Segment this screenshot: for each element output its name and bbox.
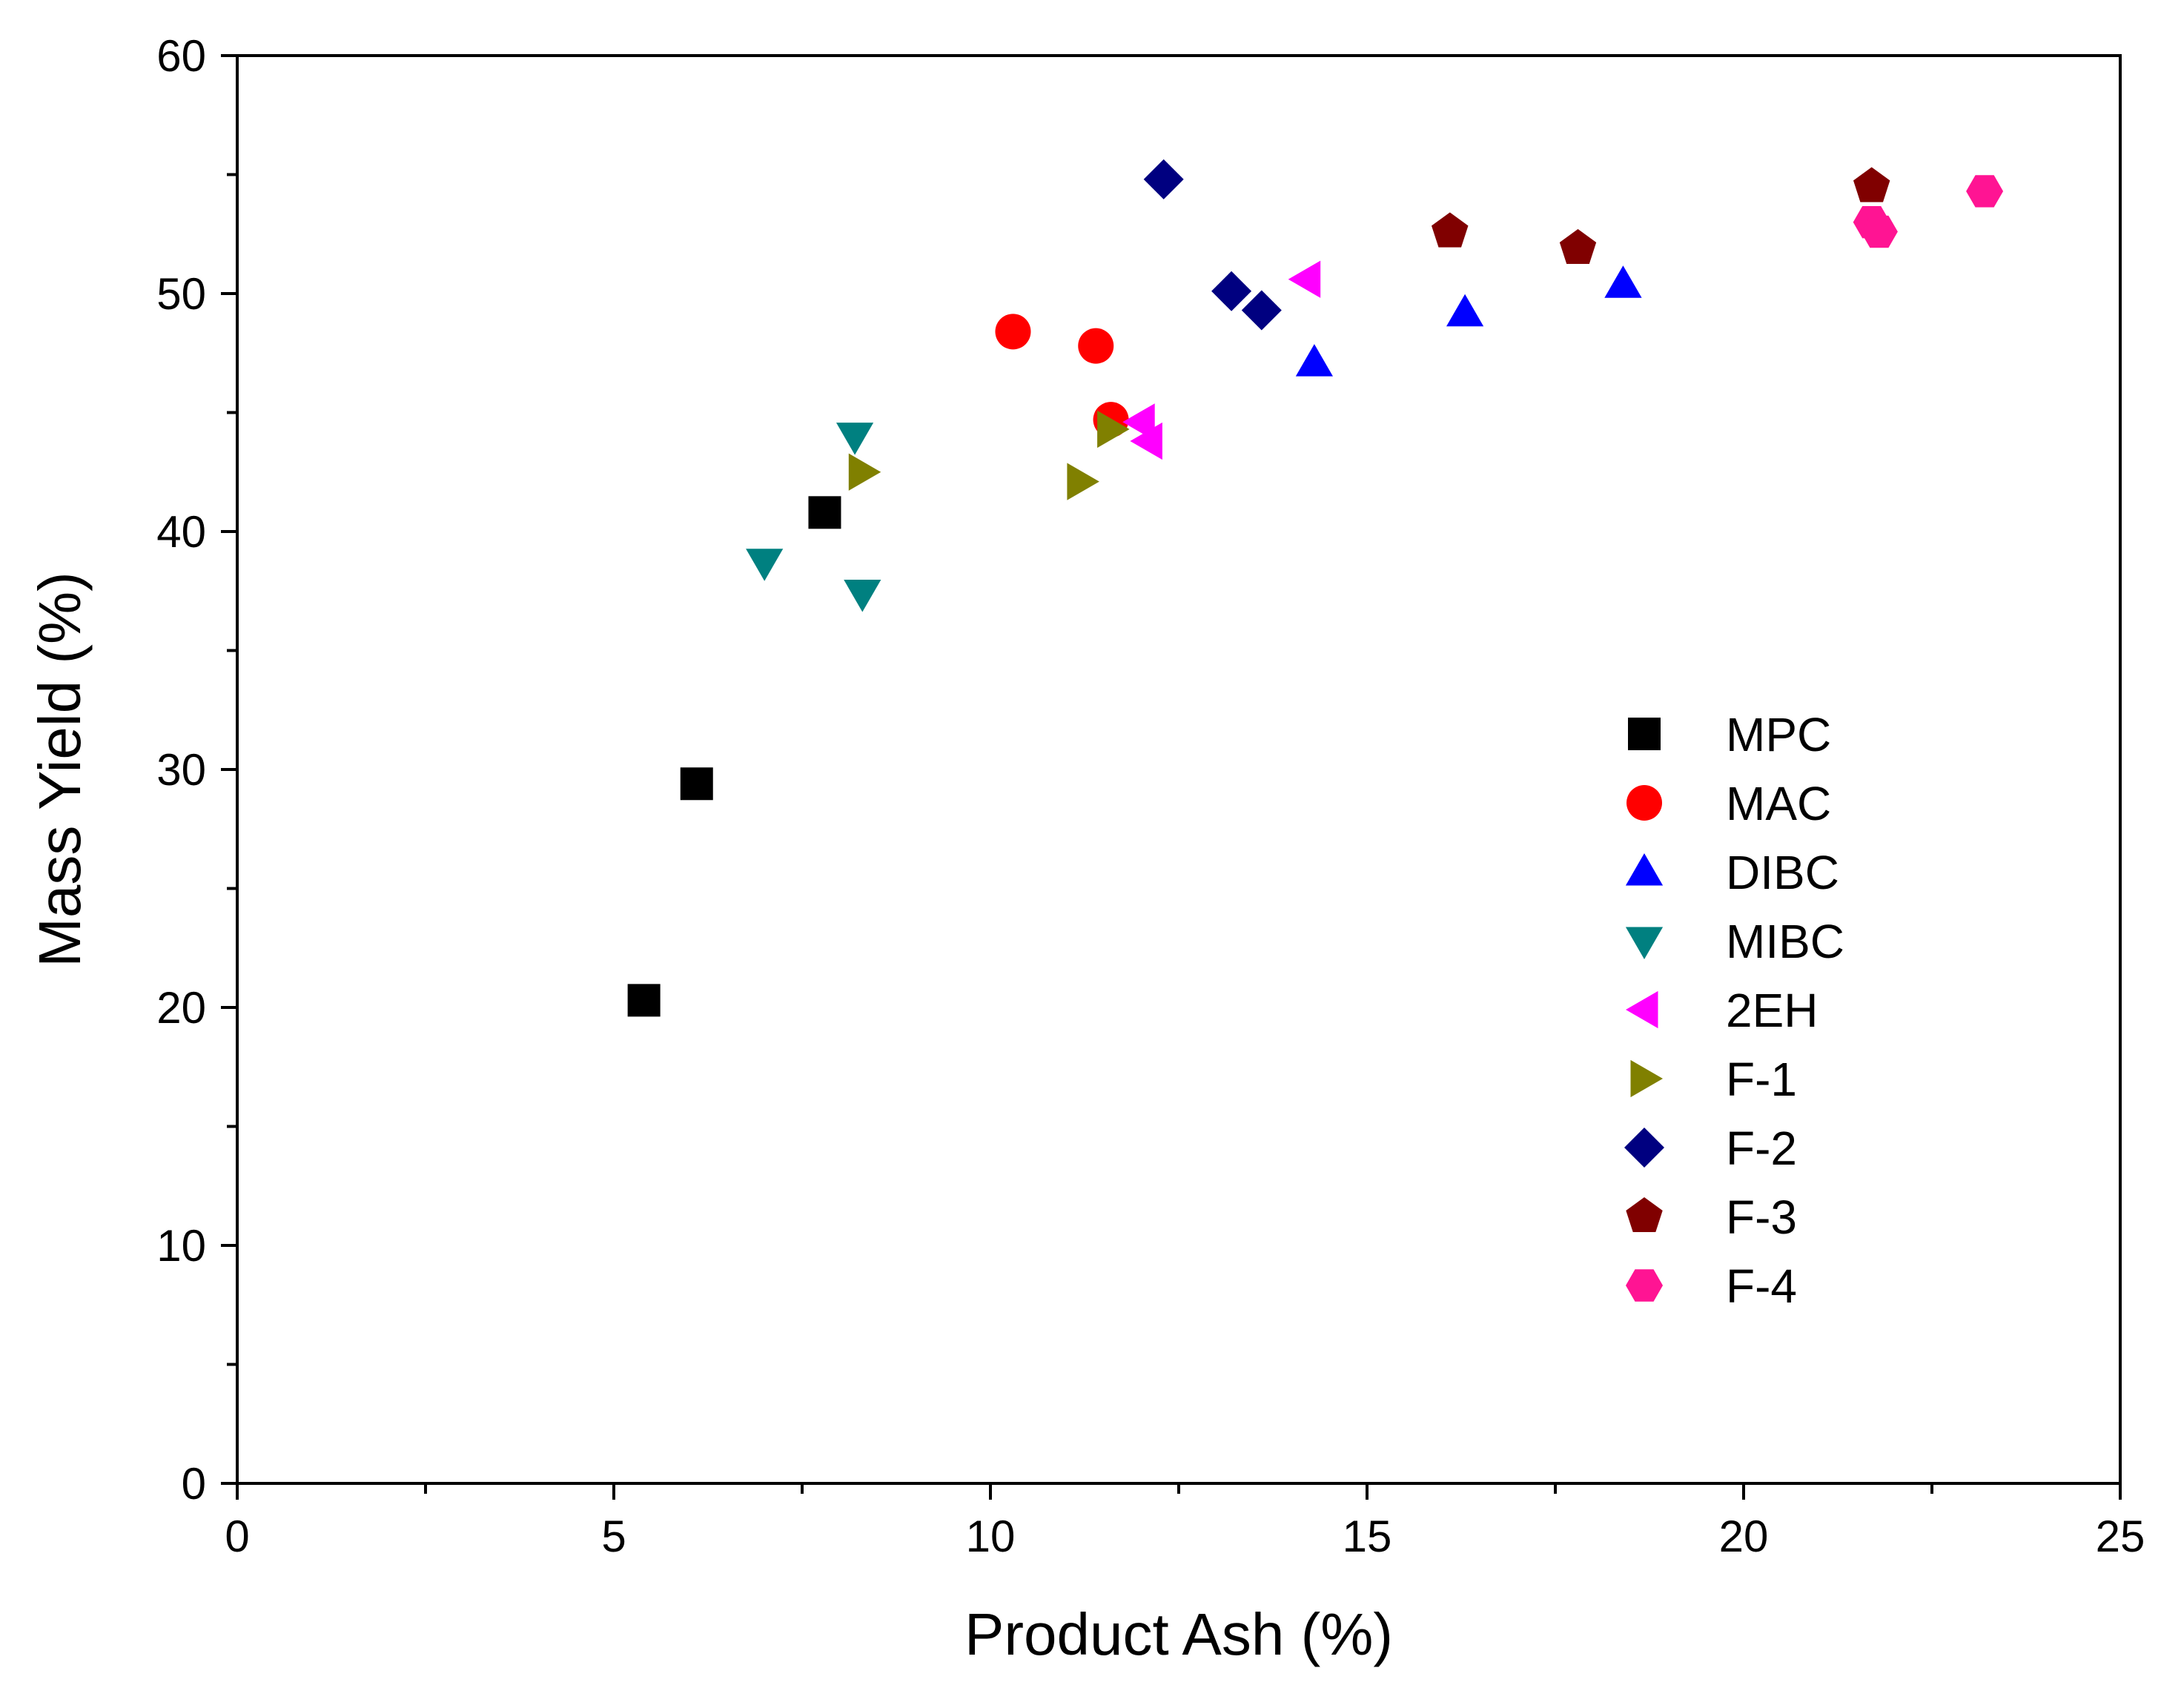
legend: MPC MAC DIBC MIBC 2EH F-1 F-2 F-3 F-4 xyxy=(1624,708,1844,1313)
legend-label-f-1: F-1 xyxy=(1726,1053,1797,1106)
y-tick-label: 20 xyxy=(156,983,206,1033)
legend-label-f-3: F-3 xyxy=(1726,1191,1797,1244)
point-f-4 xyxy=(1966,175,2004,208)
x-axis-title: Product Ash (%) xyxy=(964,1601,1393,1667)
legend-marker-f-3 xyxy=(1626,1197,1663,1232)
point-2eh xyxy=(1288,260,1321,298)
x-tick-label: 5 xyxy=(601,1512,626,1561)
y-tick-label: 10 xyxy=(156,1221,206,1271)
legend-label-dibc: DIBC xyxy=(1726,846,1839,899)
x-tick-label: 25 xyxy=(2096,1512,2145,1561)
point-mpc xyxy=(627,984,661,1017)
legend-marker-mac xyxy=(1626,785,1662,821)
legend-marker-mibc xyxy=(1625,927,1664,959)
legend-marker-f-1 xyxy=(1630,1059,1663,1098)
legend-marker-f-4 xyxy=(1626,1269,1663,1302)
y-tick-label: 30 xyxy=(156,745,206,795)
point-mpc xyxy=(808,496,841,529)
point-f-1 xyxy=(1067,463,1099,500)
legend-label-f-2: F-2 xyxy=(1726,1122,1797,1175)
y-tick-label: 50 xyxy=(156,269,206,319)
x-tick-label: 0 xyxy=(225,1512,249,1561)
legend-label-f-4: F-4 xyxy=(1726,1260,1797,1313)
point-f-3 xyxy=(1853,167,1890,202)
legend-label-2eh: 2EH xyxy=(1726,984,1819,1037)
data-points xyxy=(627,159,2004,1017)
point-2eh xyxy=(1122,403,1155,441)
point-f-4 xyxy=(1860,215,1898,248)
legend-label-mac: MAC xyxy=(1726,777,1831,830)
legend-marker-2eh xyxy=(1626,990,1658,1029)
point-f-2 xyxy=(1241,290,1282,331)
point-mac xyxy=(1078,328,1114,364)
point-mpc xyxy=(680,767,713,801)
point-f-3 xyxy=(1432,212,1469,248)
y-tick-label: 0 xyxy=(182,1459,206,1509)
x-tick-label: 15 xyxy=(1343,1512,1392,1561)
plot-frame xyxy=(236,54,2122,1485)
x-tick-label: 10 xyxy=(966,1512,1016,1561)
point-dibc xyxy=(1446,294,1484,327)
legend-label-mpc: MPC xyxy=(1726,708,1831,761)
tick-labels: 0 5 10 15 20 25 0 10 20 30 40 50 60 xyxy=(156,31,2145,1561)
legend-marker-mpc xyxy=(1628,718,1661,750)
point-mibc xyxy=(836,423,874,455)
point-f-1 xyxy=(848,453,881,491)
legend-label-mibc: MIBC xyxy=(1726,915,1844,968)
point-dibc xyxy=(1604,265,1642,298)
x-tick-label: 20 xyxy=(1719,1512,1769,1561)
legend-marker-dibc xyxy=(1625,853,1664,886)
point-2eh xyxy=(1130,422,1162,460)
point-f-2 xyxy=(1211,271,1252,311)
point-f-3 xyxy=(1559,229,1597,264)
y-axis-title: Mass Yield (%) xyxy=(27,572,93,967)
point-f-1 xyxy=(1097,410,1130,448)
point-mibc xyxy=(746,549,784,581)
y-tick-label: 40 xyxy=(156,507,206,557)
point-dibc xyxy=(1295,344,1333,377)
point-mac xyxy=(995,314,1031,350)
point-f-2 xyxy=(1143,159,1184,199)
axis-ticks xyxy=(221,54,2122,1500)
y-tick-label: 60 xyxy=(156,31,206,81)
point-mibc xyxy=(844,580,881,612)
legend-marker-f-2 xyxy=(1624,1128,1664,1168)
